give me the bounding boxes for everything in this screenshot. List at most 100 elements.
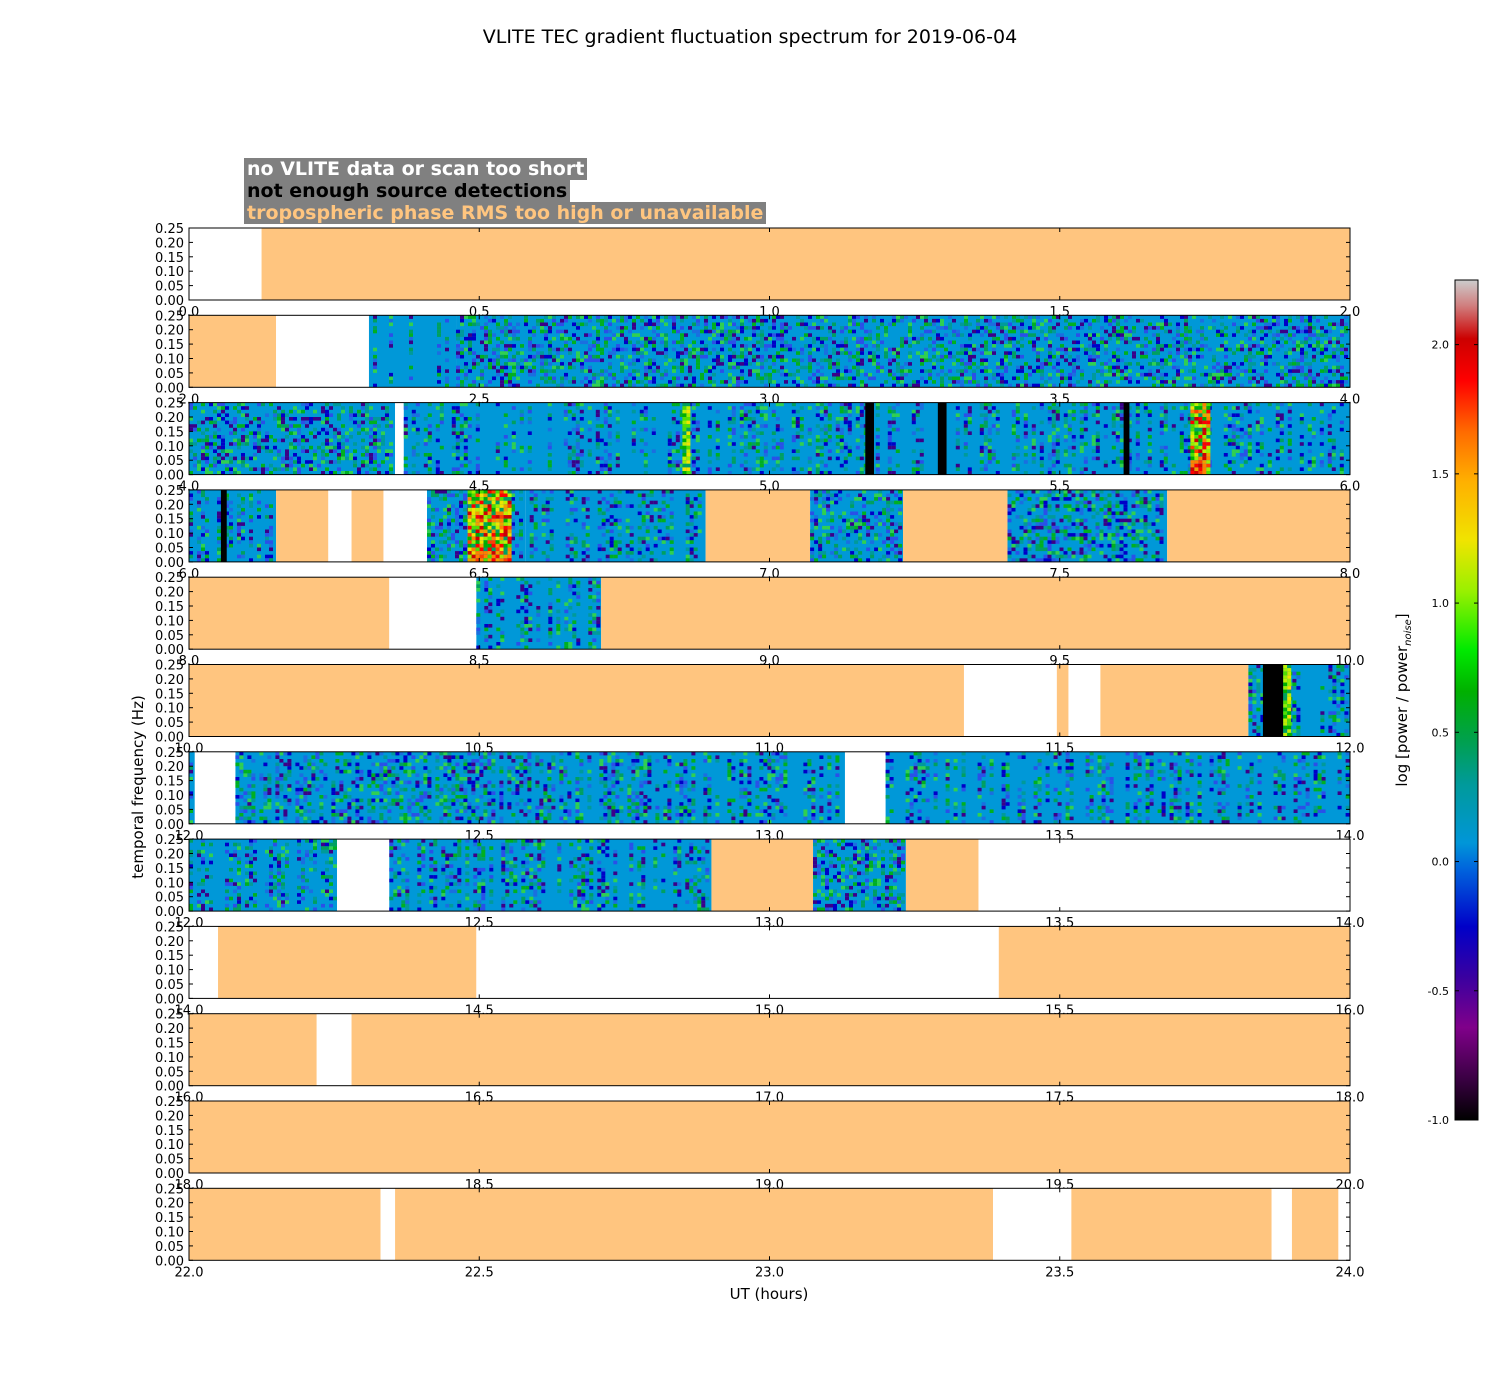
spectrum-cell: [564, 315, 568, 319]
spectrum-cell: [979, 449, 984, 453]
spectrum-cell: [472, 336, 476, 341]
spectrum-cell: [964, 347, 968, 352]
spectrum-cell: [1067, 427, 1072, 432]
spectrum-cell: [804, 365, 808, 370]
spectrum-cell: [617, 525, 622, 530]
spectrum-cell: [389, 372, 393, 377]
spectrum-cell: [463, 453, 468, 457]
spectrum-cell: [671, 442, 676, 446]
spectrum-cell: [822, 554, 827, 559]
spectrum-cell: [309, 431, 313, 435]
spectrum-cell: [439, 547, 443, 552]
spectrum-cell: [443, 507, 447, 512]
spectrum-cell: [779, 467, 784, 471]
spectrum-cell: [682, 427, 687, 432]
spectrum-cell: [341, 456, 345, 461]
spectrum-cell: [389, 322, 393, 327]
spectrum-cell: [560, 380, 564, 384]
spectrum-cell: [629, 547, 634, 552]
spectrum-cell: [636, 347, 640, 352]
spectrum-cell: [1247, 424, 1252, 428]
spectrum-cell: [818, 518, 823, 523]
spectrum-cell: [832, 362, 836, 366]
spectrum-cell: [1024, 333, 1028, 337]
spectrum-cell: [1255, 467, 1260, 471]
spectrum-cell: [488, 336, 492, 341]
spectrum-cell: [1088, 344, 1092, 348]
spectrum-cell: [868, 376, 872, 381]
spectrum-cell: [445, 336, 449, 341]
spectrum-cell: [265, 504, 269, 508]
spectrum-cell: [886, 497, 891, 501]
spectrum-cell: [529, 497, 534, 501]
spectrum-cell: [357, 424, 361, 428]
spectrum-cell: [1231, 438, 1236, 443]
spectrum-cell: [269, 529, 273, 534]
spectrum-cell: [637, 536, 642, 541]
spectrum-cell: [895, 463, 900, 468]
spectrum-cell: [439, 533, 443, 537]
spectrum-cell: [1239, 442, 1244, 446]
spectrum-cell: [1015, 543, 1020, 548]
spectrum-cell: [415, 427, 420, 432]
spectrum-cell: [775, 456, 780, 461]
spectrum-cell: [728, 333, 732, 337]
spectrum-cell: [850, 518, 855, 523]
spectrum-cell: [597, 543, 602, 548]
spectrum-cell: [325, 442, 329, 446]
spectrum-cell: [665, 533, 670, 537]
spectrum-cell: [1051, 463, 1056, 468]
spectrum-cell: [1287, 402, 1292, 407]
spectrum-cell: [515, 511, 519, 516]
spectrum-cell: [838, 525, 843, 530]
spectrum-cell: [632, 376, 636, 381]
spectrum-cell: [915, 427, 920, 432]
spectrum-cell: [1000, 329, 1004, 334]
spectrum-cell: [686, 424, 691, 428]
spectrum-cell: [780, 344, 784, 348]
spectrum-cell: [229, 442, 233, 446]
spectrum-cell: [1280, 344, 1284, 348]
spectrum-cell: [329, 445, 333, 450]
spectrum-cell: [189, 406, 193, 410]
spectrum-cell: [643, 442, 648, 446]
spectrum-cell: [732, 365, 736, 370]
spectrum-cell: [780, 372, 784, 377]
spectrum-cell: [1112, 358, 1116, 363]
spectrum-cell: [1239, 427, 1244, 432]
spectrum-cell: [900, 369, 904, 373]
spectrum-cell: [996, 362, 1000, 366]
spectrum-cell: [281, 460, 285, 464]
spectrum-cell: [439, 402, 444, 407]
spectrum-cell: [437, 365, 441, 370]
spectrum-cell: [866, 529, 871, 534]
spectrum-cell: [940, 383, 944, 388]
spectrum-cell: [1152, 376, 1156, 381]
spectrum-cell: [992, 333, 996, 337]
spectrum-cell: [572, 322, 576, 327]
spectrum-cell: [1016, 354, 1020, 359]
spectrum-cell: [297, 409, 301, 414]
spectrum-cell: [547, 467, 552, 471]
spectrum-cell: [967, 471, 972, 475]
spectrum-cell: [1284, 340, 1288, 345]
spectrum-cell: [756, 333, 760, 337]
spectrum-cell: [886, 504, 891, 508]
spectrum-cell: [874, 493, 879, 498]
spectrum-cell: [1239, 463, 1244, 468]
spectrum-cell: [277, 449, 281, 453]
spectrum-cell: [241, 522, 245, 526]
spectrum-cell: [651, 427, 656, 432]
spectrum-cell: [357, 471, 361, 475]
spectrum-cell: [541, 522, 546, 526]
spectrum-cell: [1312, 333, 1316, 337]
spectrum-cell: [676, 365, 680, 370]
spectrum-cell: [427, 522, 431, 526]
spectrum-cell: [1036, 351, 1040, 355]
spectrum-cell: [411, 445, 416, 450]
spectrum-cell: [472, 315, 476, 319]
spectrum-cell: [1280, 372, 1284, 377]
spectrum-cell: [1012, 376, 1016, 381]
spectrum-cell: [1000, 383, 1004, 388]
spectrum-cell: [409, 340, 413, 345]
